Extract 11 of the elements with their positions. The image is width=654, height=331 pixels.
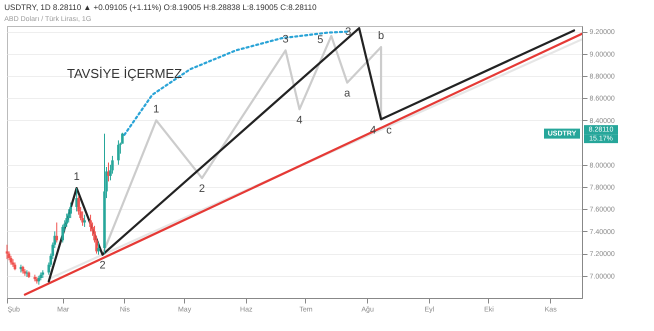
- annotation: b: [378, 30, 384, 42]
- annotation: 2: [198, 183, 206, 196]
- annotation: 5: [317, 34, 324, 46]
- annotation: 1: [153, 103, 160, 116]
- annotation: c: [386, 124, 392, 136]
- annotation: a: [344, 88, 352, 100]
- annotation: 1: [74, 171, 80, 184]
- chart-title: USDTRY, 1D 8.28110 ▲ +0.09105 (+1.11%) O:8.19005 H:8.28838 L:8.19005 C:8.28110: [4, 3, 318, 12]
- annotation: 2: [99, 260, 106, 272]
- annotation: TAVSİYE İÇERMEZ: [67, 66, 182, 81]
- annotation: 4: [296, 114, 303, 126]
